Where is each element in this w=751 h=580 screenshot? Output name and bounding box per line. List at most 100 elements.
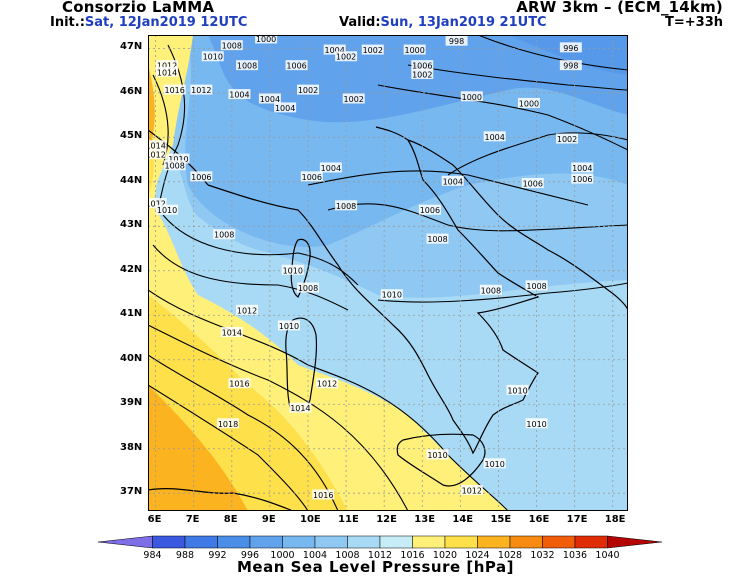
isobar-value-label: 1010 — [506, 384, 529, 395]
svg-text:1008: 1008 — [214, 231, 234, 240]
svg-text:996: 996 — [563, 44, 578, 53]
isobar-value-label: 1000 — [517, 97, 540, 108]
isobar-1016 — [148, 354, 339, 511]
isobar-value-label: 1010 — [525, 418, 548, 429]
latitude-tick-label: 44N — [120, 174, 143, 186]
colorbar-tick-label: 1024 — [465, 550, 489, 561]
model-title: ARW 3km – (ECM_14km) — [516, 0, 723, 16]
valid-value: Sun, 13Jan2019 21UTC — [380, 15, 547, 30]
longitude-tick-label: 14E — [452, 514, 474, 525]
band-1024 — [148, 385, 248, 511]
isobar-value-label: 1000 — [403, 44, 426, 55]
isobar-value-label: 1010 — [277, 320, 300, 331]
isobar-1004 — [307, 170, 589, 206]
isobar-value-label: 1016 — [163, 84, 186, 95]
isobar-value-label: 1006 — [418, 204, 441, 215]
latitude-tick-label: 40N — [120, 352, 143, 364]
isobar-1012-nw — [157, 44, 186, 211]
svg-text:1014: 1014 — [148, 142, 166, 151]
isobar-value-label: 1014 — [289, 402, 312, 413]
colorbar-swatch — [97, 535, 153, 549]
colorbar-tick-label: 988 — [176, 550, 194, 561]
colorbar-tick-label: 996 — [241, 550, 259, 561]
isobar-value-label: 1010 — [483, 458, 506, 469]
latitude-tick-label: 39N — [120, 397, 143, 409]
svg-text:1008: 1008 — [526, 282, 546, 291]
isobar-value-label: 1006 — [285, 60, 308, 71]
svg-text:1004: 1004 — [324, 46, 344, 55]
isobar-1014 — [148, 324, 409, 511]
isobar-value-label: 1004 — [483, 131, 506, 142]
isobar-value-label: 1012 — [236, 304, 259, 315]
longitude-tick-label: 18E — [604, 514, 626, 525]
longitude-tick-label: 17E — [566, 514, 588, 525]
isobar-value-label: 1000 — [255, 35, 278, 44]
isobar-value-label: 1006 — [411, 60, 434, 71]
isobar-value-label: 1004 — [274, 102, 297, 113]
colorbar-tick-label: 1000 — [270, 550, 294, 561]
isobar-value-label: 998 — [445, 35, 468, 46]
isobar-value-label: 1010 — [281, 264, 304, 275]
svg-text:1004: 1004 — [321, 164, 341, 173]
isobar-value-label: 1010 — [380, 289, 403, 300]
svg-text:1006: 1006 — [286, 62, 306, 71]
isobar-value-label: 1012 — [148, 149, 167, 160]
isobar-value-label: 1010 — [167, 153, 190, 164]
svg-text:1002: 1002 — [557, 135, 577, 144]
isobar-value-label: 1010 — [156, 204, 179, 215]
isobar-value-label: 1012 — [148, 198, 167, 209]
org-title: Consorzio LaMMA — [62, 0, 215, 16]
isobar-value-label: 1002 — [556, 133, 579, 144]
isobar-value-label: 1004 — [441, 175, 464, 186]
latitude-tick-label: 42N — [120, 263, 143, 275]
svg-text:1008: 1008 — [298, 284, 318, 293]
isobar-value-label: 996 — [559, 42, 582, 53]
isobar-value-label: 1006 — [571, 173, 594, 184]
isobar-1006 — [327, 203, 628, 232]
svg-text:1008: 1008 — [237, 62, 257, 71]
svg-text:1010: 1010 — [283, 266, 303, 275]
svg-text:1014: 1014 — [157, 68, 177, 77]
isobar-value-label: 1002 — [297, 84, 319, 95]
colorbar-swatch — [184, 535, 218, 549]
longitude-tick-label: 15E — [490, 514, 512, 525]
isobar-value-label: 1016 — [228, 378, 251, 389]
colorbar-tick-label: 1012 — [368, 550, 392, 561]
isobar-1012 — [148, 289, 509, 511]
init-value: Sat, 12Jan2019 12UTC — [84, 15, 248, 30]
latitude-tick-label: 43N — [120, 219, 143, 231]
svg-text:1010: 1010 — [484, 460, 504, 469]
svg-text:1012: 1012 — [237, 306, 257, 315]
svg-text:1004: 1004 — [275, 104, 295, 113]
map-frame — [148, 35, 628, 511]
colorbar-swatch — [249, 535, 283, 549]
colorbar-swatch — [607, 535, 663, 549]
colorbar-swatch — [444, 535, 478, 549]
svg-text:1002: 1002 — [298, 86, 318, 95]
colorbar-tick-label: 984 — [143, 550, 161, 561]
isobar-1000 — [407, 64, 628, 91]
svg-text:1002: 1002 — [344, 95, 364, 104]
longitude-tick-label: 10E — [300, 514, 321, 525]
isobar-value-label: 1008 — [525, 280, 548, 291]
isobar-value-label: 1002 — [411, 69, 434, 80]
isobar-1008 — [162, 214, 359, 286]
colorbar-tick-label: 1040 — [595, 550, 619, 561]
svg-text:1004: 1004 — [484, 133, 504, 142]
isobar-value-label: 1008 — [426, 233, 449, 244]
colorbar-swatch — [542, 535, 576, 549]
init-line: Init.:Sat, 12Jan2019 12UTC — [50, 15, 247, 30]
colorbar-tick-label: 992 — [208, 550, 226, 561]
coast-sicily — [396, 433, 486, 487]
coast-africa — [148, 487, 294, 511]
svg-text:1004: 1004 — [229, 91, 249, 100]
svg-text:1010: 1010 — [279, 322, 299, 331]
colorbar-swatch — [282, 535, 316, 549]
latitude-tick-label: 37N — [120, 486, 143, 498]
svg-text:998: 998 — [449, 37, 464, 46]
colorbar-swatch — [347, 535, 381, 549]
svg-text:1012: 1012 — [191, 86, 211, 95]
svg-text:1002: 1002 — [336, 53, 356, 62]
svg-text:1012: 1012 — [462, 486, 482, 495]
longitude-tick-label: 9E — [261, 514, 276, 525]
